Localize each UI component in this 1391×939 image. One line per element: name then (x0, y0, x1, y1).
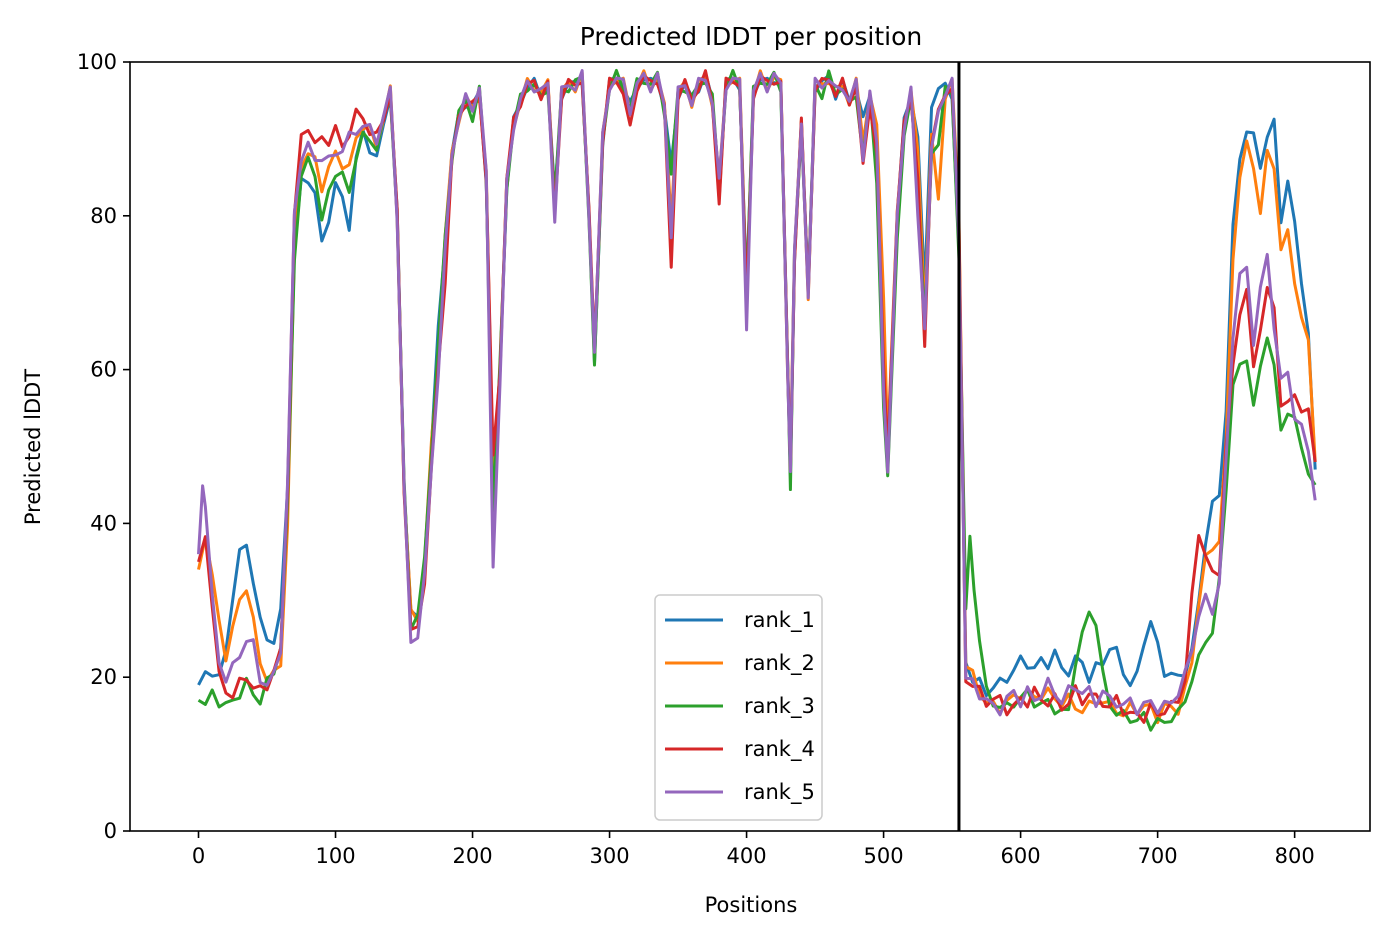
series-line-rank_5 (197, 69, 1317, 717)
y-axis-label: Predicted lDDT (21, 369, 45, 525)
chart-title: Predicted lDDT per position (580, 22, 922, 51)
x-axis-ticks: 0 100 200 300 400 500 600 700 800 (192, 831, 1315, 868)
x-tick-label: 100 (315, 844, 355, 868)
legend-label-rank_4: rank_4 (744, 737, 815, 762)
x-tick-label: 700 (1138, 844, 1178, 868)
y-tick-label: 80 (90, 204, 117, 228)
y-tick-label: 100 (77, 50, 117, 74)
y-tick-label: 0 (104, 819, 117, 843)
y-axis-ticks: 0 20 40 60 80 100 (77, 50, 130, 843)
y-tick-label: 20 (90, 665, 117, 689)
x-tick-label: 200 (452, 844, 492, 868)
y-tick-label: 40 (90, 511, 117, 535)
legend-label-rank_5: rank_5 (744, 780, 815, 805)
legend-label-rank_1: rank_1 (744, 608, 815, 633)
x-tick-label: 600 (1001, 844, 1041, 868)
x-tick-label: 0 (192, 844, 205, 868)
legend: rank_1 rank_2 rank_3 rank_4 rank_5 (654, 594, 823, 821)
x-tick-label: 500 (864, 844, 904, 868)
x-tick-label: 800 (1275, 844, 1315, 868)
legend-frame (654, 594, 823, 821)
x-tick-label: 300 (590, 844, 630, 868)
x-axis-label: Positions (705, 893, 798, 917)
plot-area (129, 61, 1371, 832)
x-tick-label: 400 (727, 844, 767, 868)
legend-label-rank_2: rank_2 (744, 651, 815, 676)
y-tick-label: 60 (90, 358, 117, 382)
legend-label-rank_3: rank_3 (744, 694, 815, 719)
plot-frame (129, 61, 1371, 832)
